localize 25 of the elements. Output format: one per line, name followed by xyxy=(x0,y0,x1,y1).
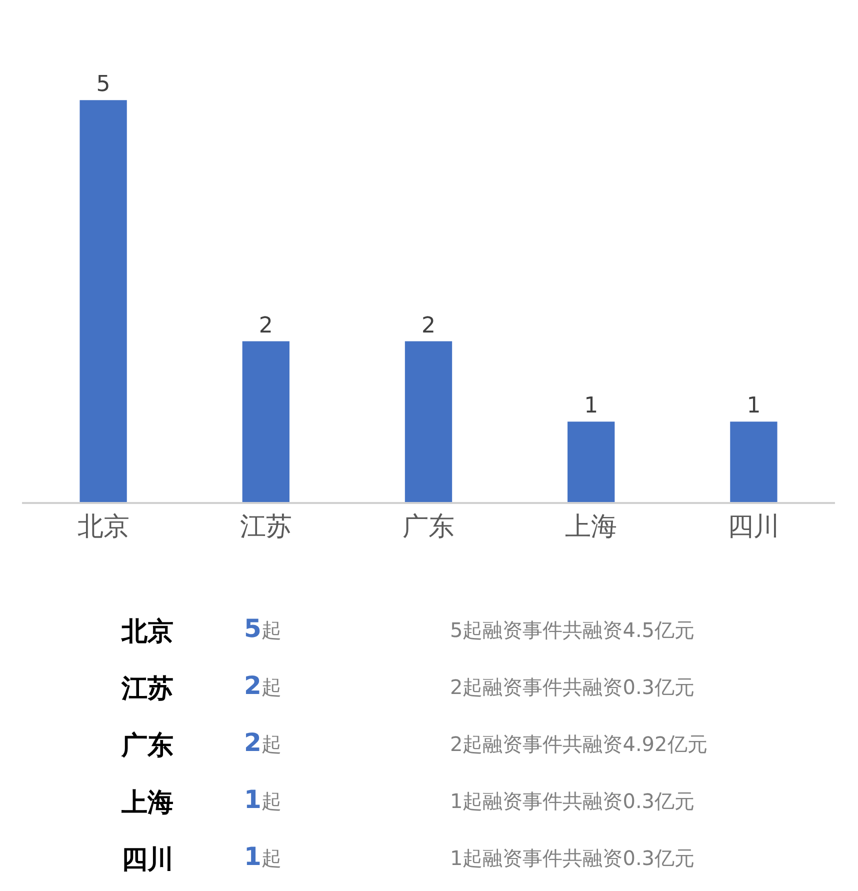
text: 1起融资事件共融资0.3亿元 xyxy=(450,845,695,872)
category-label: 四川 xyxy=(122,845,174,875)
category-label: 上海 xyxy=(122,788,174,818)
text: 2起融资事件共融资4.92亿元 xyxy=(450,731,708,758)
text: 2起 xyxy=(244,728,282,758)
x-tick-label: 四川 xyxy=(728,512,780,542)
data-label: 1 xyxy=(584,394,598,419)
category-label: 江苏 xyxy=(122,674,174,704)
text: 1起 xyxy=(244,842,282,872)
x-tick-label: 上海 xyxy=(565,512,618,542)
text: 5起融资事件共融资4.5亿元 xyxy=(450,617,695,644)
category-label: 广东 xyxy=(122,731,174,761)
x-tick-label: 广东 xyxy=(402,512,454,542)
category-label: 北京 xyxy=(122,617,174,647)
x-tick-label: 北京 xyxy=(77,512,130,542)
x-tick-label: 江苏 xyxy=(240,512,292,542)
text: 1起 xyxy=(244,785,282,815)
text: 1起融资事件共融资0.3亿元 xyxy=(450,788,695,815)
data-label: 2 xyxy=(422,313,436,338)
data-label: 2 xyxy=(258,313,273,338)
text: 2起 xyxy=(244,671,282,701)
data-label: 1 xyxy=(746,394,761,419)
text: 5起 xyxy=(244,614,282,644)
data-label: 5 xyxy=(96,72,110,98)
text: 2起融资事件共融资0.3亿元 xyxy=(450,674,695,701)
